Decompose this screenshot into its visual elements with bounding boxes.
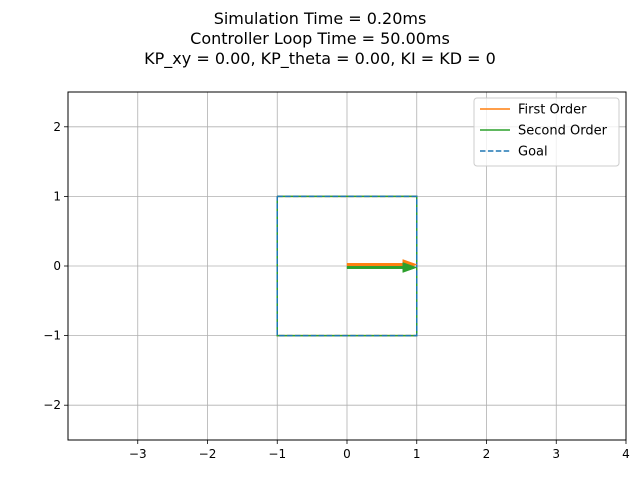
y-tick-label: 0 — [53, 259, 61, 273]
x-tick-label: 3 — [552, 447, 560, 461]
x-tick-label: −2 — [199, 447, 217, 461]
title-line: Controller Loop Time = 50.00ms — [190, 29, 450, 48]
x-tick-label: 4 — [622, 447, 630, 461]
y-tick-label: −2 — [43, 398, 61, 412]
arrow-second-order — [346, 262, 418, 273]
y-tick-label: 1 — [53, 189, 61, 203]
title-line: Simulation Time = 0.20ms — [214, 9, 427, 28]
x-tick-label: 1 — [413, 447, 421, 461]
heading-arrows — [346, 259, 418, 273]
legend-box — [473, 97, 620, 167]
x-tick-label: −1 — [268, 447, 286, 461]
axis-ticks: −3 −2 −1 0 1 2 3 4 −2 −1 0 1 2 — [43, 120, 630, 461]
legend-label: Second Order — [518, 124, 608, 139]
series-line-goal — [276, 195, 418, 337]
title-line: KP_xy = 0.00, KP_theta = 0.00, KI = KD =… — [144, 49, 496, 69]
y-tick-label: 2 — [53, 120, 61, 134]
x-tick-label: 2 — [483, 447, 491, 461]
x-tick-label: −3 — [129, 447, 147, 461]
legend: First Order Second Order Goal — [473, 97, 620, 167]
plot-series — [276, 195, 418, 337]
legend-label: Goal — [518, 145, 548, 160]
y-tick-label: −1 — [43, 329, 61, 343]
x-tick-label: 0 — [343, 447, 351, 461]
legend-label: First Order — [518, 103, 587, 118]
